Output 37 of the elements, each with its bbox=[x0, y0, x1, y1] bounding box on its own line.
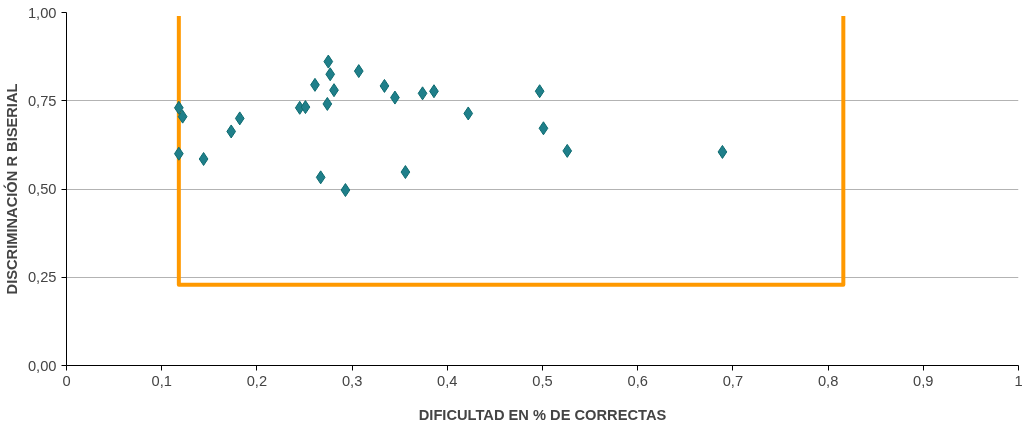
point bbox=[340, 183, 351, 198]
x-tick-label: 0,7 bbox=[722, 372, 744, 389]
point bbox=[717, 144, 728, 159]
x-axis-title: DIFICULTAD EN % DE CORRECTAS bbox=[418, 406, 667, 423]
point bbox=[322, 96, 333, 111]
x-tick-label: 0,9 bbox=[913, 372, 934, 389]
point bbox=[325, 67, 336, 82]
point bbox=[538, 121, 549, 136]
x-tick-label: 0,3 bbox=[341, 372, 363, 389]
y-axis-title: DISCRIMINACIÓN R BISERIAL bbox=[2, 83, 20, 295]
y-tick-label: 0,00 bbox=[27, 357, 57, 374]
x-tick-label: 0,2 bbox=[246, 372, 268, 389]
point bbox=[198, 151, 209, 166]
point bbox=[400, 165, 411, 180]
point bbox=[562, 143, 573, 158]
x-tick-label: 1 bbox=[1014, 372, 1023, 389]
y-tick-label: 0,25 bbox=[27, 269, 57, 286]
point bbox=[177, 109, 188, 124]
point bbox=[463, 106, 474, 121]
point bbox=[226, 124, 237, 139]
point bbox=[353, 64, 364, 79]
point bbox=[534, 84, 545, 99]
point bbox=[379, 78, 390, 93]
x-tick-label: 0,6 bbox=[627, 372, 648, 389]
point bbox=[300, 100, 311, 115]
y-tick-label: 0,75 bbox=[27, 92, 57, 109]
x-tick-label: 0,5 bbox=[532, 372, 553, 389]
point bbox=[315, 170, 326, 185]
point bbox=[234, 111, 245, 126]
point bbox=[323, 54, 334, 69]
x-tick-label: 0 bbox=[62, 372, 71, 389]
x-tick-label: 0,1 bbox=[151, 372, 172, 389]
point bbox=[417, 86, 428, 101]
y-tick-label: 0,50 bbox=[27, 181, 57, 197]
x-tick-label: 0,4 bbox=[437, 372, 458, 389]
x-tick-label: 0,8 bbox=[817, 372, 839, 389]
y-tick-label: 1,00 bbox=[27, 4, 57, 21]
